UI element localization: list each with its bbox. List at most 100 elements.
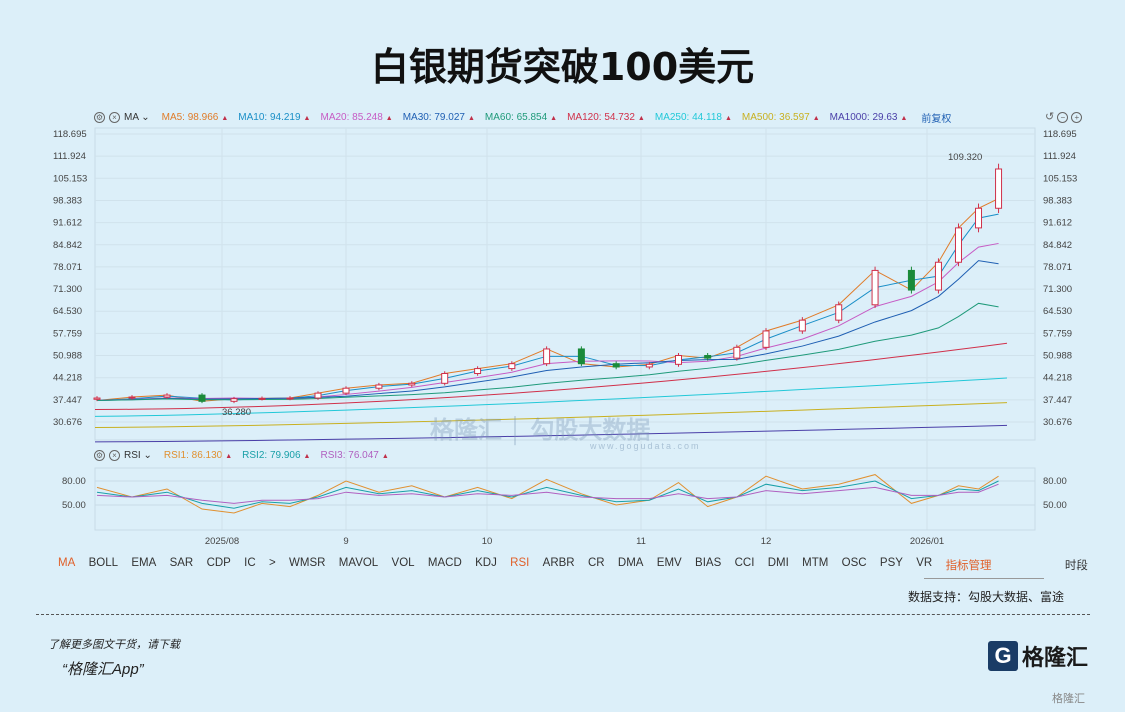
candle xyxy=(543,348,551,365)
rsi-line-RSI3 xyxy=(96,483,999,504)
close-icon[interactable]: × xyxy=(109,450,120,461)
price-tick-right: 37.447 xyxy=(1043,395,1072,406)
tab-BOLL[interactable]: BOLL xyxy=(88,557,118,569)
tab-MA[interactable]: MA xyxy=(58,557,76,569)
price-tick-right: 57.759 xyxy=(1043,328,1072,339)
ma-legend-item: MA120: 54.732 ▲ xyxy=(567,112,645,123)
price-tick-left: 30.676 xyxy=(53,417,82,428)
tab-CDP[interactable]: CDP xyxy=(206,557,231,569)
tab-指标管理[interactable]: 指标管理 xyxy=(945,560,992,572)
rsi-tick: 80.00 xyxy=(1043,476,1067,487)
tab-IC[interactable]: IC xyxy=(244,557,256,569)
rsi-legend-item: RSI3: 76.047 ▲ xyxy=(320,450,389,461)
candle xyxy=(995,168,1003,209)
price-tick-left: 118.695 xyxy=(53,129,87,140)
candle xyxy=(907,269,915,291)
tab-EMA[interactable]: EMA xyxy=(131,557,157,569)
indicator-select[interactable]: RSI ⌄ xyxy=(124,450,152,461)
zoom-controls: ↺ − + xyxy=(1045,110,1083,123)
price-tick-left: 71.300 xyxy=(53,284,82,295)
rsi-tick-left: 50.00 xyxy=(62,500,86,511)
tab-KDJ[interactable]: KDJ xyxy=(475,557,497,569)
tab-VOL[interactable]: VOL xyxy=(391,557,415,569)
tab-BIAS[interactable]: BIAS xyxy=(695,557,722,569)
price-tick-right: 64.530 xyxy=(1043,306,1072,317)
candle xyxy=(704,354,712,359)
candle xyxy=(798,319,806,332)
tab-period[interactable]: 时段 xyxy=(1064,560,1088,572)
ma-legend-item: MA1000: 29.63 ▲ xyxy=(829,112,908,123)
tab-WMSR[interactable]: WMSR xyxy=(289,557,326,569)
price-tick-left: 78.071 xyxy=(53,262,82,273)
candle xyxy=(286,397,294,400)
date-tick: 10 xyxy=(482,536,493,547)
price-tick-right: 71.300 xyxy=(1043,284,1072,295)
date-tick: 12 xyxy=(761,536,772,547)
candle xyxy=(871,269,879,306)
price-tick-left: 84.842 xyxy=(53,240,82,251)
rsi-tick: 50.00 xyxy=(1043,500,1067,511)
settings-icon[interactable]: ⚙ xyxy=(94,112,105,123)
tab-CCI[interactable]: CCI xyxy=(734,557,755,569)
zoom-out-icon[interactable]: − xyxy=(1057,112,1069,123)
high-label: 109.320 xyxy=(948,152,982,163)
candle xyxy=(258,397,266,400)
tab-VR[interactable]: VR xyxy=(916,557,933,569)
zoom-in-icon[interactable]: + xyxy=(1071,112,1083,123)
watermark-url: www.gogudata.com xyxy=(590,441,701,451)
date-tick: 9 xyxy=(343,536,348,547)
price-tick-right: 91.612 xyxy=(1043,218,1072,229)
price-tick-right: 44.218 xyxy=(1043,373,1072,384)
tab-CR[interactable]: CR xyxy=(587,557,605,569)
price-tick-left: 91.612 xyxy=(53,218,82,229)
date-tick: 2025/08 xyxy=(205,536,239,547)
tab-EMV[interactable]: EMV xyxy=(656,557,682,569)
tab-MTM[interactable]: MTM xyxy=(802,557,829,569)
candle xyxy=(508,363,516,370)
tab-SAR[interactable]: SAR xyxy=(169,557,194,569)
ma-line-MA10 xyxy=(96,213,999,402)
candle xyxy=(375,384,383,389)
price-tick-left: 64.530 xyxy=(53,306,82,317)
logo-icon: G xyxy=(988,641,1018,671)
candle xyxy=(230,398,238,402)
tab-OSC[interactable]: OSC xyxy=(841,557,867,569)
candle xyxy=(733,346,741,359)
ma-legend-item: MA60: 65.854 ▲ xyxy=(484,112,558,123)
ma-line-MA500 xyxy=(94,402,1008,428)
undo-icon[interactable]: ↺ xyxy=(1045,111,1055,123)
plot-frame xyxy=(94,127,1036,441)
settings-icon[interactable]: ⚙ xyxy=(94,450,105,461)
close-icon[interactable]: × xyxy=(109,112,120,123)
adjust-button[interactable]: 前复权 xyxy=(921,114,952,125)
candle xyxy=(577,348,585,365)
rsi-legend: ⚙ × RSI ⌄ RSI1: 86.130 ▲ RSI2: 79.906 ▲ RSI3… xyxy=(94,450,399,461)
price-tick-left: 105.153 xyxy=(53,173,87,184)
tab-PSY[interactable]: PSY xyxy=(879,557,903,569)
price-chart[interactable]: 118.695 118.695 111.924 111.924 105.153 105.1… xyxy=(0,0,1125,560)
candle xyxy=(342,387,350,394)
tab-ARBR[interactable]: ARBR xyxy=(542,557,575,569)
ma-legend-item: MA30: 79.027 ▲ xyxy=(402,112,475,123)
tab-DMI[interactable]: DMI xyxy=(767,557,789,569)
candle xyxy=(954,227,962,263)
low-label: 36.280 xyxy=(222,407,251,418)
indicator-select[interactable]: MA ⌄ xyxy=(124,112,150,123)
candle xyxy=(975,207,983,229)
ma-line-MA30 xyxy=(96,260,999,402)
divider xyxy=(36,614,1090,615)
tab-MAVOL[interactable]: MAVOL xyxy=(338,557,379,569)
data-source: 数据支持：勾股大数据、富途 xyxy=(908,590,1065,604)
candle xyxy=(474,368,482,374)
price-tick-right: 78.071 xyxy=(1043,262,1072,273)
tab-DMA[interactable]: DMA xyxy=(617,557,644,569)
tab->[interactable]: > xyxy=(269,557,276,569)
ma-legend-item: MA250: 44.118 ▲ xyxy=(654,112,732,123)
tab-RSI[interactable]: RSI xyxy=(510,557,530,569)
price-tick-left: 111.924 xyxy=(53,151,86,162)
ma-legend-item: MA20: 85.248 ▲ xyxy=(320,112,393,123)
price-tick-right: 50.988 xyxy=(1043,351,1072,362)
candle xyxy=(675,354,682,365)
tab-MACD[interactable]: MACD xyxy=(427,557,462,569)
ma-legend-item: MA500: 36.597 ▲ xyxy=(741,112,820,123)
